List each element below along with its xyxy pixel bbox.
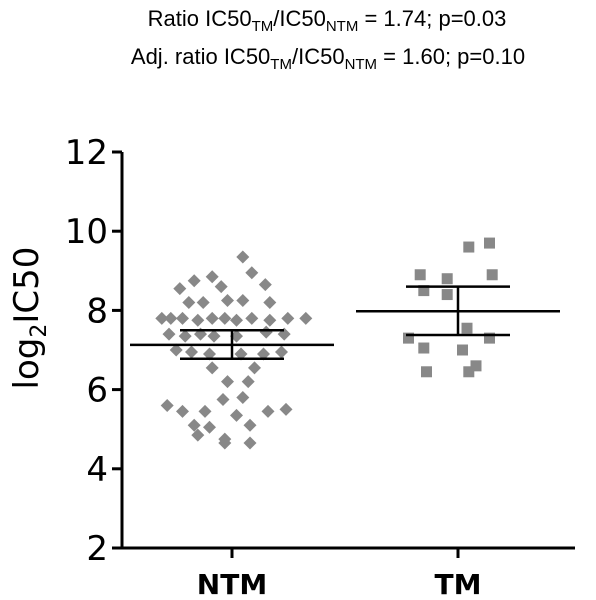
data-point-tm	[421, 366, 432, 378]
data-point-ntm	[218, 311, 232, 325]
data-point-ntm	[205, 361, 219, 375]
data-point-ntm	[218, 436, 232, 450]
title-1-mid: /IC50	[273, 6, 326, 31]
title-1-post: = 1.74; p=0.03	[358, 6, 507, 31]
title-2-pre: Adj. ratio IC50	[130, 44, 271, 69]
data-point-ntm	[241, 375, 255, 389]
data-point-ntm	[216, 393, 230, 406]
data-point-ntm	[221, 294, 234, 307]
data-point-ntm	[164, 311, 178, 325]
ylabel-post: IC50	[7, 247, 47, 324]
data-point-tm	[403, 332, 414, 344]
y-tick-label: 10	[65, 212, 108, 252]
data-point-ntm	[207, 329, 221, 343]
axes: 2 4 6 8 10 12 NTM TM	[65, 133, 575, 600]
data-point-tm	[418, 342, 430, 354]
data-point-ntm	[248, 361, 261, 375]
data-point-tm	[461, 322, 473, 334]
data-point-ntm	[275, 345, 288, 359]
data-point-ntm	[173, 282, 187, 296]
data-point-ntm	[257, 347, 270, 361]
data-point-ntm	[245, 266, 259, 280]
data-point-ntm	[230, 313, 243, 327]
data-point-ntm	[258, 278, 272, 292]
data-point-ntm	[162, 327, 176, 341]
data-point-ntm	[245, 311, 259, 325]
data-point-tm	[463, 241, 475, 253]
data-point-ntm	[176, 404, 189, 418]
data-point-ntm	[196, 295, 210, 309]
data-point-ntm	[198, 404, 212, 418]
data-point-ntm	[203, 347, 216, 361]
data-point-ntm	[230, 408, 243, 422]
x-tick-label-ntm: NTM	[197, 568, 267, 600]
data-point-ntm	[236, 294, 250, 307]
title-2-sub-tm: TM	[270, 56, 292, 73]
data-point-ntm	[160, 398, 174, 412]
data-point-ntm	[155, 311, 169, 325]
data-point-ntm	[191, 313, 205, 327]
ylabel-pre: log	[7, 338, 47, 390]
data-point-tm	[463, 366, 475, 378]
chart-title-line-2: Adj. ratio IC50TM/IC50NTM = 1.60; p=0.10	[0, 44, 596, 73]
title-1-sub-tm: TM	[251, 18, 274, 35]
data-point-ntm	[205, 270, 219, 284]
data-point-tm	[486, 269, 498, 281]
data-point-ntm	[169, 343, 183, 357]
data-point-ntm	[205, 311, 219, 325]
data-point-ntm	[214, 280, 228, 294]
data-point-tm	[457, 344, 468, 356]
y-tick-label: 2	[86, 529, 108, 569]
title-1-pre: Ratio IC50	[147, 6, 252, 31]
data-point-ntm	[243, 418, 257, 432]
data-point-ntm	[236, 250, 250, 264]
data-point-ntm	[191, 428, 205, 442]
data-point-tm	[441, 289, 453, 301]
chart-title-line-1: Ratio IC50TM/IC50NTM = 1.74; p=0.03	[0, 6, 596, 35]
data-point-ntm	[263, 313, 277, 327]
data-point-tm	[441, 273, 453, 285]
data-point-ntm	[234, 347, 248, 361]
x-tick-label-tm: TM	[435, 568, 482, 600]
data-point-tm	[470, 360, 482, 372]
data-point-tm	[484, 237, 495, 249]
y-tick-label: 4	[86, 450, 108, 490]
data-point-ntm	[281, 311, 295, 325]
y-tick-label: 6	[86, 371, 108, 411]
data-point-ntm	[178, 329, 192, 343]
data-point-ntm	[187, 418, 201, 432]
data-point-ntm	[243, 436, 257, 450]
y-axis-label: log2IC50	[7, 247, 52, 390]
data-marks	[155, 237, 498, 450]
title-2-mid: /IC50	[291, 44, 345, 69]
data-point-ntm	[279, 402, 293, 416]
data-point-ntm	[263, 295, 277, 309]
data-point-ntm	[203, 420, 216, 434]
title-2-post: = 1.60; p=0.10	[377, 44, 526, 69]
y-tick-label: 8	[86, 291, 108, 331]
data-point-ntm	[182, 295, 196, 309]
data-point-tm	[418, 285, 430, 297]
data-point-ntm	[299, 311, 313, 325]
mean-ci-bars	[130, 285, 560, 360]
data-point-tm	[414, 269, 426, 281]
data-point-ntm	[261, 404, 275, 418]
data-point-ntm	[259, 325, 273, 339]
title-2-sub-ntm: NTM	[344, 56, 378, 73]
title-1-sub-ntm: NTM	[325, 18, 359, 35]
data-point-ntm	[221, 375, 234, 389]
ylabel-sub: 2	[27, 324, 52, 338]
data-point-ntm	[185, 345, 198, 359]
y-tick-label: 12	[65, 133, 108, 173]
data-point-ntm	[176, 311, 189, 325]
data-point-tm	[484, 332, 495, 344]
data-point-ntm	[187, 274, 201, 288]
data-point-ntm	[236, 391, 250, 405]
